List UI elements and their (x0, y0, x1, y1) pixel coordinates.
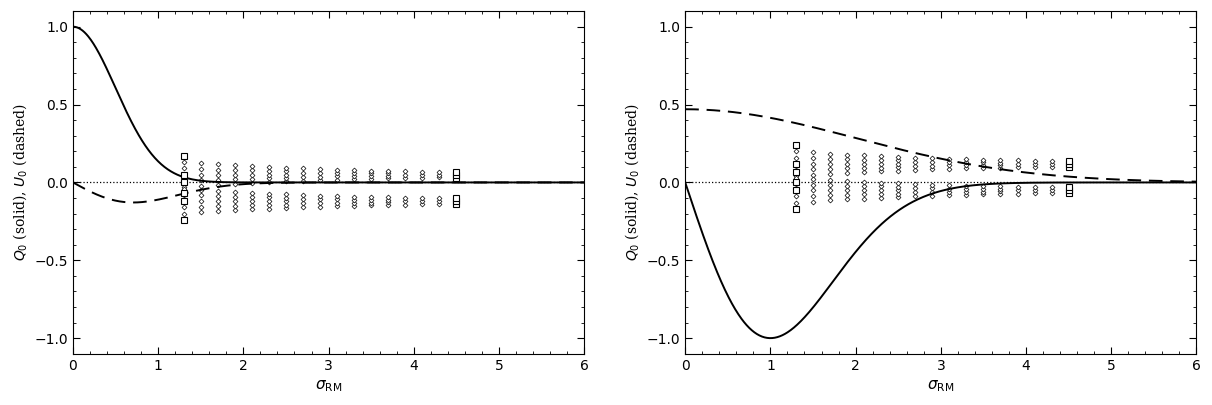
Y-axis label: $Q_0$ (solid), $U_0$ (dashed): $Q_0$ (solid), $U_0$ (dashed) (11, 104, 29, 261)
X-axis label: $\sigma_{\rm RM}$: $\sigma_{\rm RM}$ (315, 378, 342, 394)
X-axis label: $\sigma_{\rm RM}$: $\sigma_{\rm RM}$ (927, 378, 954, 394)
Y-axis label: $Q_0$ (solid), $U_0$ (dashed): $Q_0$ (solid), $U_0$ (dashed) (623, 104, 641, 261)
